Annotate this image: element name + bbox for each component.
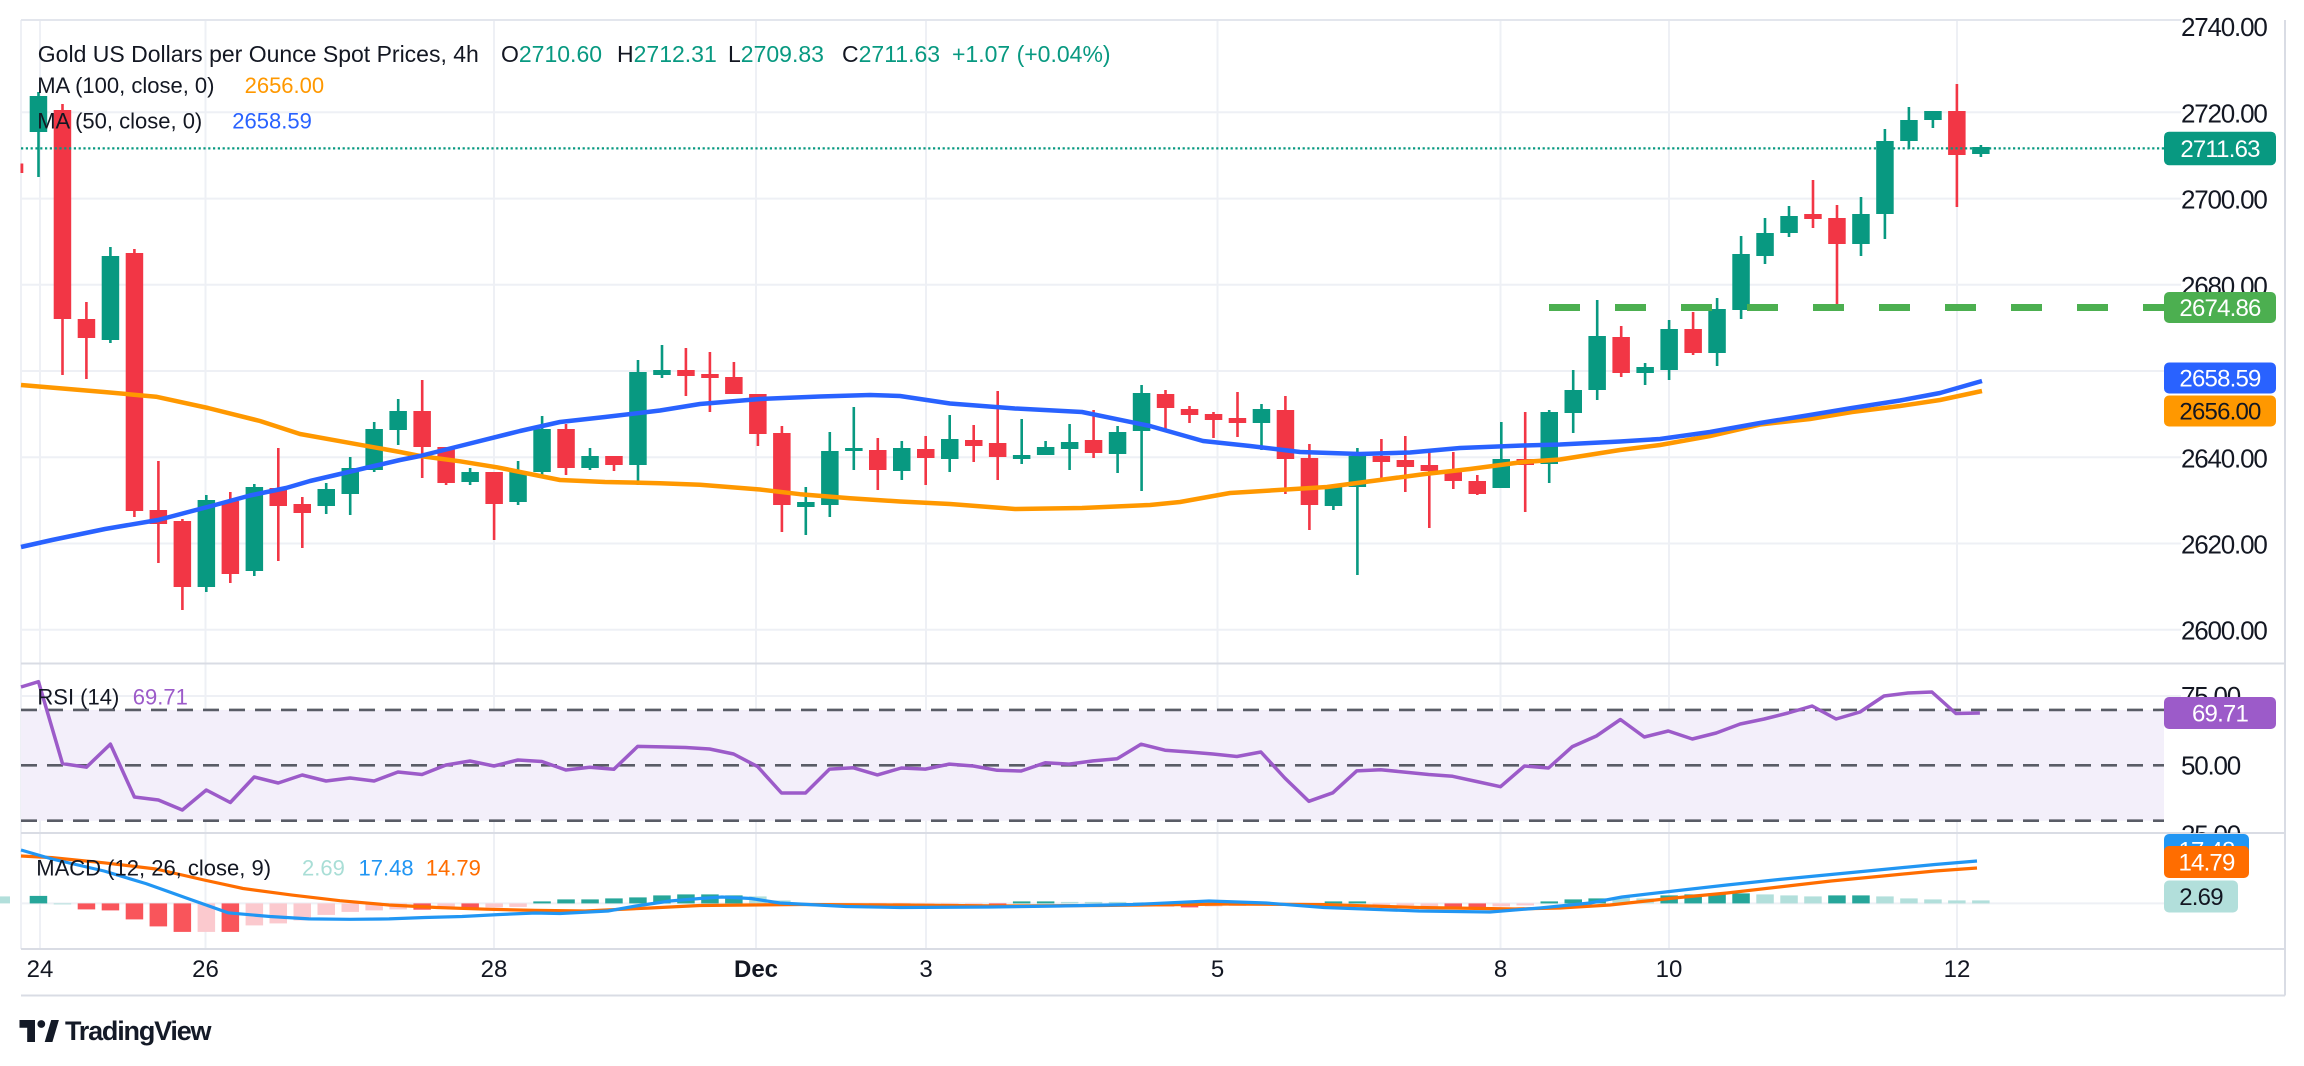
svg-text:3: 3 xyxy=(919,956,932,983)
svg-text:+1.07 (+0.04%): +1.07 (+0.04%) xyxy=(952,41,1111,67)
svg-text:TradingView: TradingView xyxy=(65,1016,213,1046)
svg-text:2600.00: 2600.00 xyxy=(2181,616,2267,646)
svg-text:8: 8 xyxy=(1494,956,1507,983)
svg-text:2740.00: 2740.00 xyxy=(2181,12,2267,42)
svg-text:50.00: 50.00 xyxy=(2181,750,2241,780)
svg-text:24: 24 xyxy=(27,956,54,983)
svg-text:2711.63: 2711.63 xyxy=(2180,136,2260,163)
svg-text:25.00: 25.00 xyxy=(2181,820,2241,850)
svg-text:MACD (12, 26, close, 9): MACD (12, 26, close, 9) xyxy=(36,856,271,881)
svg-text:Gold US Dollars per Ounce Spot: Gold US Dollars per Ounce Spot Prices, 4… xyxy=(38,41,479,67)
svg-text:69.71: 69.71 xyxy=(133,685,188,710)
svg-text:2720.00: 2720.00 xyxy=(2181,98,2267,128)
svg-text:12: 12 xyxy=(1944,956,1971,983)
svg-text:MA (100, close, 0): MA (100, close, 0) xyxy=(37,73,214,98)
svg-text:10: 10 xyxy=(1656,956,1683,983)
svg-text:28: 28 xyxy=(481,956,508,983)
svg-text:2658.59: 2658.59 xyxy=(232,109,312,134)
svg-text:C2711.63: C2711.63 xyxy=(842,41,940,67)
svg-text:26: 26 xyxy=(192,956,219,983)
svg-text:RSI (14): RSI (14) xyxy=(37,685,119,710)
svg-text:2.69: 2.69 xyxy=(302,856,345,881)
svg-text:2620.00: 2620.00 xyxy=(2181,530,2267,560)
svg-text:14.79: 14.79 xyxy=(2178,850,2235,877)
svg-text:2656.00: 2656.00 xyxy=(2179,399,2261,426)
svg-text:2656.00: 2656.00 xyxy=(245,73,325,98)
svg-text:2674.86: 2674.86 xyxy=(2179,295,2261,322)
svg-text:O2710.60: O2710.60 xyxy=(501,41,602,67)
svg-text:2640.00: 2640.00 xyxy=(2181,443,2267,473)
svg-text:2.69: 2.69 xyxy=(2179,884,2223,911)
svg-text:H2712.31: H2712.31 xyxy=(617,41,717,67)
svg-text:5: 5 xyxy=(1211,956,1224,983)
svg-text:Dec: Dec xyxy=(734,956,778,983)
svg-text:MA (50, close, 0): MA (50, close, 0) xyxy=(37,109,202,134)
svg-text:69.71: 69.71 xyxy=(2192,701,2249,728)
svg-text:L2709.83: L2709.83 xyxy=(728,41,824,67)
svg-text:14.79: 14.79 xyxy=(426,856,481,881)
svg-text:17.48: 17.48 xyxy=(359,856,414,881)
svg-text:2658.59: 2658.59 xyxy=(2179,366,2261,393)
svg-text:2700.00: 2700.00 xyxy=(2181,185,2267,215)
